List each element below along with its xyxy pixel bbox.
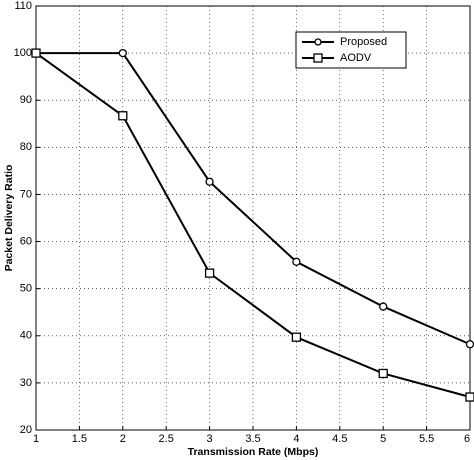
x-tick-label: 1.5 <box>72 433 87 445</box>
marker <box>204 268 215 278</box>
x-tick-label: 3 <box>207 433 213 445</box>
x-tick-label: 3.5 <box>245 433 260 445</box>
legend-label: Proposed <box>340 36 387 48</box>
plot-frame <box>35 5 471 431</box>
y-tick-label: 60 <box>20 235 32 247</box>
y-tick-label: 110 <box>14 0 32 12</box>
marker <box>118 111 128 121</box>
y-tick-label: 40 <box>20 330 32 342</box>
marker <box>205 177 214 186</box>
legend-marker <box>313 53 323 63</box>
y-tick-label: 50 <box>20 283 32 295</box>
marker <box>31 48 41 58</box>
y-tick-label: 30 <box>20 377 32 389</box>
marker <box>379 302 388 311</box>
x-tick-label: 4.5 <box>332 433 347 445</box>
line <box>35 52 471 398</box>
y-tick-label: 70 <box>20 188 32 200</box>
x-tick-label: 6 <box>464 433 470 445</box>
legend-label: AODV <box>340 52 372 64</box>
y-tick-label: 20 <box>20 424 32 436</box>
x-tick-label: 4 <box>293 433 299 445</box>
marker <box>465 392 474 402</box>
line <box>36 52 471 346</box>
x-tick-label: 2 <box>120 433 126 445</box>
marker <box>118 48 127 58</box>
marker <box>292 257 301 266</box>
x-tick-label: 5 <box>380 433 386 445</box>
y-axis-label: Packet Delivery Ratio <box>3 165 15 272</box>
y-tick-label: 90 <box>20 94 32 106</box>
x-axis-label: Transmission Rate (Mbps) <box>188 446 319 458</box>
x-tick-label: 1 <box>33 433 39 445</box>
x-tick-label: 5.5 <box>419 433 434 445</box>
y-tick-label: 80 <box>20 141 32 153</box>
marker <box>378 368 388 379</box>
marker <box>291 332 302 342</box>
marker <box>465 340 474 349</box>
y-tick-label: 100 <box>14 47 32 59</box>
x-tick-label: 2.5 <box>159 433 174 445</box>
legend-marker <box>314 38 322 46</box>
